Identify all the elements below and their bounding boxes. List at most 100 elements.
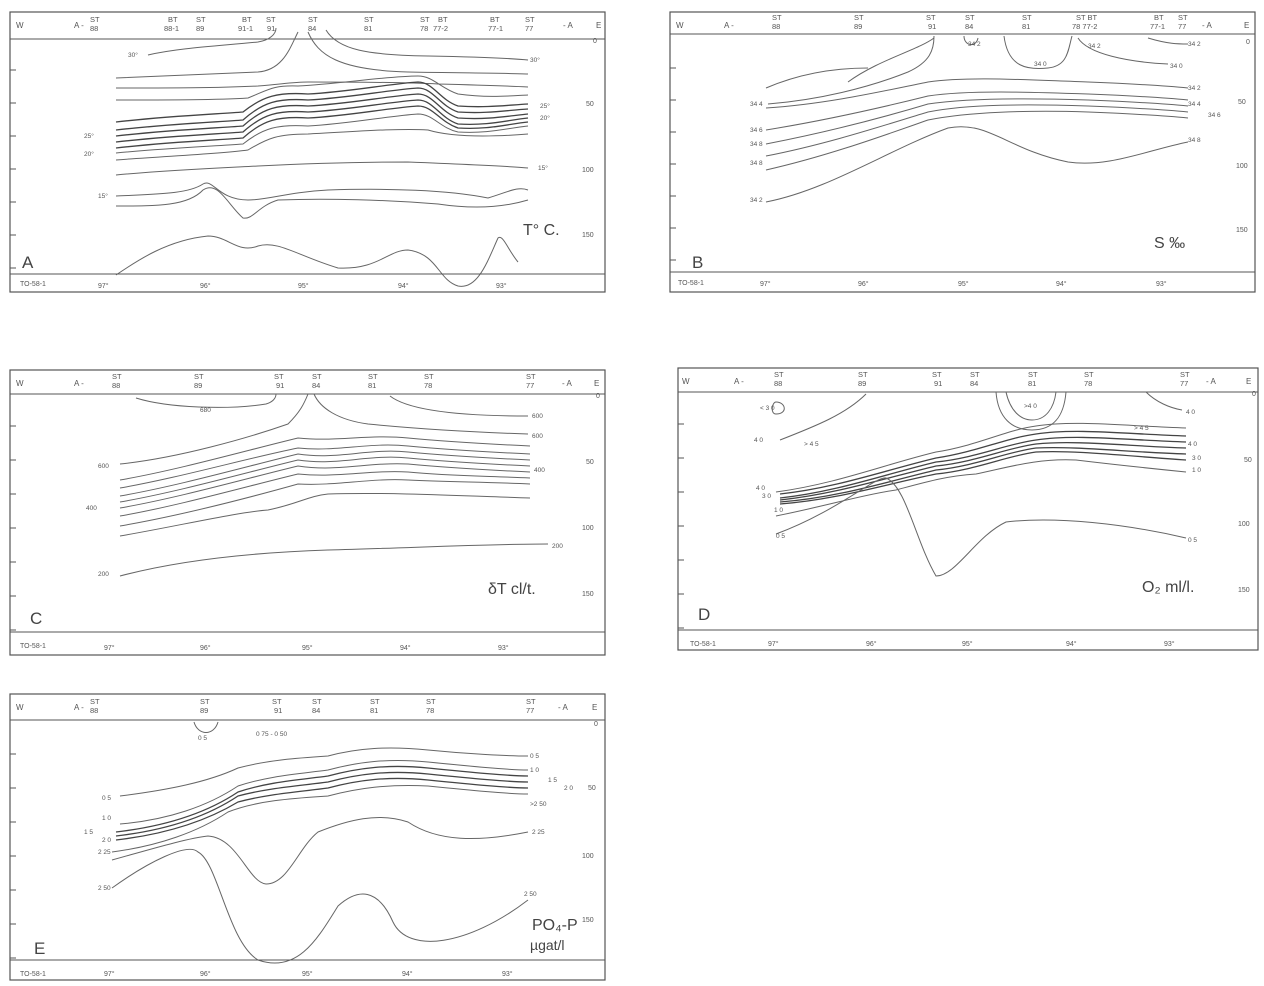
contour-label: 680	[200, 407, 211, 414]
depth-tick-label: 50	[586, 459, 594, 466]
isotherm	[115, 81, 529, 89]
depth-tick-label: 150	[582, 232, 594, 239]
panel-c-section-start: A -	[74, 379, 84, 388]
station-label: ST	[90, 697, 100, 706]
contour-label: 34 8	[1188, 137, 1201, 144]
isohaline	[765, 110, 1189, 171]
phosphate-contour	[111, 816, 529, 885]
contour-label: 34 0	[1034, 61, 1047, 68]
panel-c: W A - - A E ST 88 ST 89 ST 91 ST 84 ST 8…	[8, 368, 608, 658]
contour-label: 15°	[98, 192, 108, 200]
panel-a-east-label: E	[596, 21, 601, 30]
steric-contour	[119, 492, 531, 537]
panel-e-section-end: - A	[558, 703, 568, 712]
longitude-tick-label: 96°	[200, 970, 211, 978]
longitude-tick-label: 94°	[1056, 280, 1067, 288]
station-label: 77	[525, 24, 533, 33]
panel-d-east-label: E	[1246, 377, 1251, 386]
steric-contour	[135, 393, 277, 408]
depth-tick-label: 100	[582, 167, 594, 174]
isotherm	[115, 161, 529, 176]
depth-tick-label: 150	[1238, 587, 1250, 594]
station-label: ST	[90, 15, 100, 24]
panel-c-letter: C	[30, 609, 42, 628]
longitude-tick-label: 94°	[398, 282, 409, 290]
station-label: ST	[926, 13, 936, 22]
panel-d-variable-label: O₂ ml/l.	[1142, 579, 1194, 596]
isotherm	[115, 113, 529, 154]
contour-label: 34 4	[750, 101, 763, 108]
panel-a: W A - - A E ST 88 BT 88-1 ST 89 BT 91-1 …	[8, 10, 608, 295]
panel-e-section-id: TO-58-1	[20, 971, 46, 978]
station-label: ST	[525, 15, 535, 24]
phosphate-contour	[119, 759, 529, 825]
isotherm	[147, 27, 277, 56]
isohaline	[765, 98, 1189, 145]
depth-tick-label: 100	[582, 525, 594, 532]
longitude-tick-label: 93°	[502, 970, 513, 978]
contour-label: 4 0	[754, 437, 763, 444]
station-label: 88	[90, 706, 98, 715]
depth-tick-label: 100	[1238, 521, 1250, 528]
isotherm	[115, 87, 529, 131]
panel-d-section-id: TO-58-1	[690, 641, 716, 648]
isohaline	[1003, 35, 1073, 69]
oxygen-contour	[995, 391, 1067, 431]
depth-tick-label: 0	[593, 38, 597, 45]
longitude-tick-label: 96°	[200, 282, 211, 290]
station-label: 88	[774, 379, 782, 388]
panel-b-frame	[669, 11, 1256, 293]
contour-label: 15°	[538, 164, 548, 172]
station-label: 89	[200, 706, 208, 715]
isohaline	[765, 78, 1189, 109]
isotherm	[115, 99, 529, 143]
contour-label: 0 5	[776, 533, 785, 540]
depth-tick-label: 50	[1238, 99, 1246, 106]
contour-label: 4 0	[1186, 409, 1195, 416]
longitude-tick-label: 97°	[760, 280, 771, 288]
panel-e-east-label: E	[592, 703, 597, 712]
panel-b-section-id: TO-58-1	[678, 280, 704, 287]
station-label: ST	[196, 15, 206, 24]
depth-tick-label: 0	[594, 721, 598, 728]
station-label: ST	[312, 697, 322, 706]
station-label: 81	[364, 24, 372, 33]
contour-label: 400	[534, 467, 545, 474]
panel-a-section-start: A -	[74, 21, 84, 30]
contour-label: 30°	[530, 56, 540, 64]
isotherm	[115, 75, 529, 101]
contour-label: 34 0	[1170, 63, 1183, 70]
contour-label: 200	[98, 571, 109, 578]
steric-contour	[119, 543, 549, 577]
contour-label: 30°	[128, 51, 138, 59]
contour-label: 2 25	[532, 829, 545, 836]
station-label: 84	[312, 706, 320, 715]
station-label: ST	[854, 13, 864, 22]
contour-label: 600	[98, 463, 109, 470]
oxygen-contour	[1145, 391, 1183, 411]
contour-label: 34 2	[1188, 85, 1201, 92]
station-label: 91-1	[238, 24, 253, 33]
contour-label: 1 0	[1192, 467, 1201, 474]
isotherm	[115, 182, 529, 201]
contour-label: 1 0	[530, 767, 539, 774]
contour-label: 200	[552, 543, 563, 550]
contour-label: 34 2	[1088, 43, 1101, 50]
isotherm	[115, 93, 529, 137]
contour-label: 1 0	[774, 507, 783, 514]
longitude-tick-label: 94°	[400, 644, 411, 652]
contour-label: 25°	[540, 102, 550, 110]
panel-e-frame	[9, 693, 606, 981]
longitude-tick-label: 93°	[1156, 280, 1167, 288]
panel-c-svg: W A - - A E ST 88 ST 89 ST 91 ST 84 ST 8…	[9, 369, 606, 656]
depth-tick-label: 50	[1244, 457, 1252, 464]
contour-label: 400	[86, 505, 97, 512]
contour-label: 34 2	[968, 41, 981, 48]
panel-b-variable-label: S ‰	[1154, 235, 1185, 252]
panel-d-section-end: - A	[1206, 377, 1216, 386]
contour-label: 0 75 - 0 50	[256, 731, 287, 738]
depth-tick-label: 100	[1236, 163, 1248, 170]
steric-contour	[119, 471, 531, 517]
phosphate-contour	[115, 765, 529, 833]
contour-label: 600	[532, 433, 543, 440]
